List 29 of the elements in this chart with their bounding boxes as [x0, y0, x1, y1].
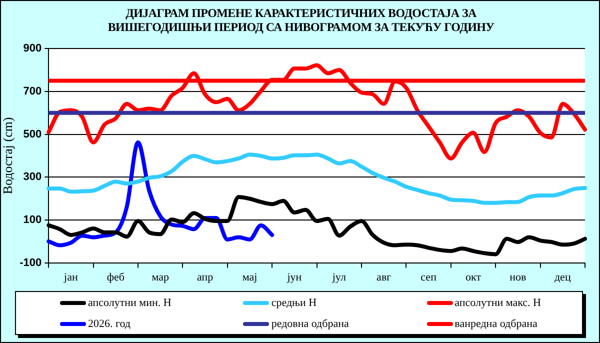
x-tick-label: јан [63, 271, 78, 284]
x-tick-label: мај [242, 271, 258, 284]
x-tick-label: феб [106, 271, 125, 284]
legend-label: редовна одбрана [271, 318, 349, 330]
y-tick-label: 700 [23, 85, 42, 98]
x-tick-label: нов [510, 271, 526, 284]
y-tick-label: 900 [23, 42, 42, 55]
x-tick-label: јун [286, 271, 302, 284]
legend-label: 2026. год [88, 318, 131, 330]
legend-label: апсолутни макс. Н [454, 296, 542, 308]
legend-label: апсолутни мин. Н [88, 296, 172, 308]
y-tick-label: 300 [23, 171, 42, 184]
chart-title: ДИЈАГРАМ ПРОМЕНЕ КАРАКТЕРИСТИЧНИХ ВОДОСТАЈА ЗА ВИШЕГОДИШЊИ ПЕРИОД СА НИВОГРАМОМ ЗА ТЕКУЋУ ГОДИНУ [106, 6, 496, 34]
y-tick-label: 500 [23, 128, 42, 140]
x-tick-label: сеп [420, 271, 437, 284]
x-tick-label: апр [197, 271, 214, 284]
line-series [46, 63, 587, 160]
x-tick-label: авг [376, 271, 392, 284]
x-tick-label: дец [554, 271, 571, 284]
line-series [46, 140, 274, 248]
x-tick-label: мар [152, 271, 170, 284]
legend-label: средњи Н [271, 296, 317, 308]
x-tick-label: јул [331, 271, 346, 284]
y-axis-title: Водостај (cm) [0, 117, 16, 194]
y-tick-label: -100 [20, 256, 42, 269]
x-tick-label: окт [465, 271, 482, 284]
y-tick-label: 100 [23, 214, 42, 226]
line-series [46, 152, 587, 205]
legend-label: ванредна одбрана [454, 318, 538, 330]
